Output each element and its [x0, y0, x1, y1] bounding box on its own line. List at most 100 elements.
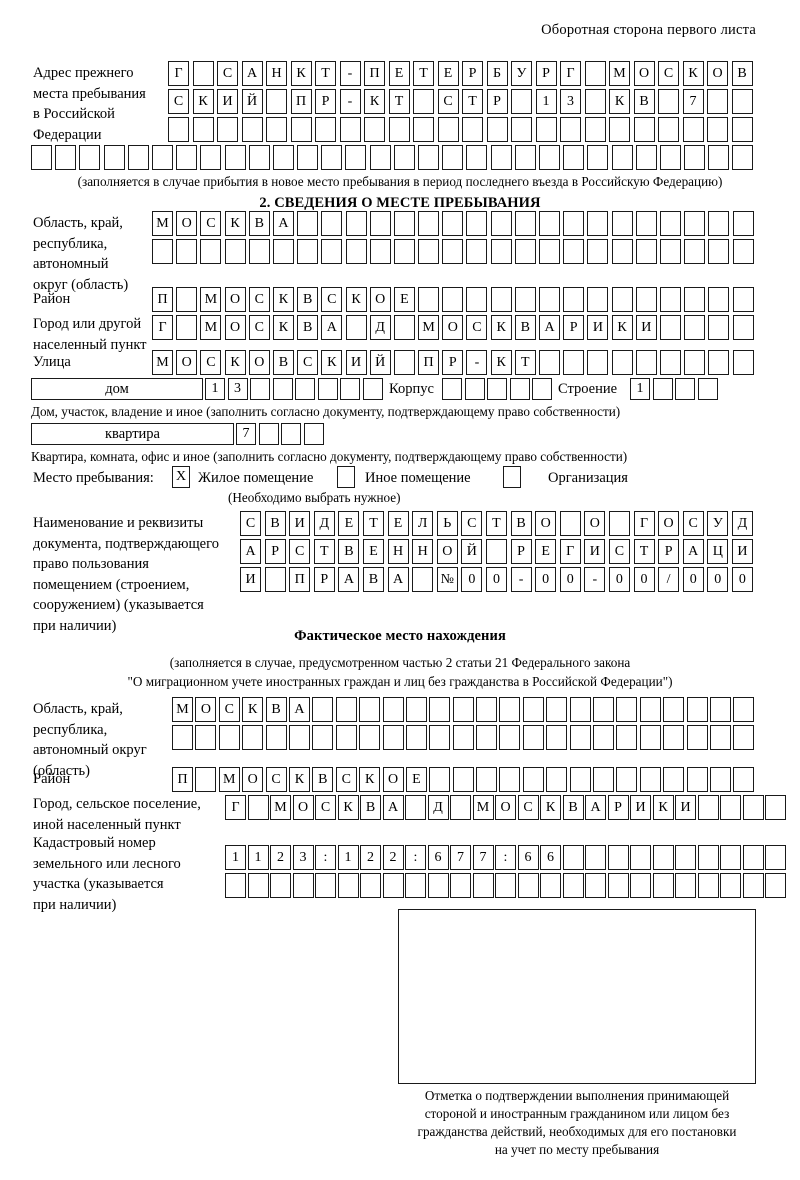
form-cell[interactable] — [412, 567, 434, 592]
form-cell[interactable] — [563, 350, 585, 375]
form-cell[interactable] — [611, 145, 633, 170]
form-cell[interactable] — [584, 117, 606, 142]
form-cell[interactable]: 0 — [608, 567, 630, 592]
form-cell[interactable]: О — [369, 287, 391, 312]
form-cell[interactable] — [172, 725, 193, 750]
form-cell[interactable] — [200, 239, 222, 264]
form-cell[interactable] — [429, 767, 451, 792]
form-cell[interactable]: Е — [387, 511, 409, 536]
section2-region-row-2[interactable] — [152, 239, 754, 264]
form-cell[interactable] — [546, 697, 568, 722]
form-cell[interactable] — [707, 89, 728, 114]
form-cell[interactable] — [686, 697, 708, 722]
form-cell[interactable]: 7 — [472, 845, 494, 870]
form-cell[interactable] — [418, 211, 440, 236]
form-cell[interactable] — [607, 873, 629, 898]
form-cell[interactable]: 3 — [292, 845, 314, 870]
form-cell[interactable] — [345, 315, 367, 340]
form-cell[interactable] — [731, 89, 753, 114]
form-cell[interactable] — [522, 725, 544, 750]
form-cell[interactable] — [584, 89, 606, 114]
form-cell[interactable]: П — [289, 567, 311, 592]
form-cell[interactable]: К — [490, 350, 512, 375]
form-cell[interactable] — [593, 767, 615, 792]
form-cell[interactable]: Б — [486, 61, 508, 86]
form-cell[interactable]: А — [585, 795, 606, 820]
form-cell[interactable] — [127, 145, 149, 170]
form-cell[interactable]: К — [609, 89, 630, 114]
form-cell[interactable]: Й — [369, 350, 391, 375]
form-cell[interactable]: : — [315, 845, 336, 870]
form-cell[interactable] — [733, 725, 755, 750]
form-cell[interactable]: С — [321, 287, 343, 312]
form-cell[interactable]: С — [168, 89, 189, 114]
form-cell[interactable] — [765, 845, 786, 870]
form-cell[interactable] — [315, 117, 336, 142]
form-cell[interactable] — [176, 287, 198, 312]
form-cell[interactable] — [732, 211, 754, 236]
form-cell[interactable]: К — [321, 350, 343, 375]
form-cell[interactable]: И — [289, 511, 311, 536]
form-cell[interactable]: С — [297, 350, 319, 375]
form-cell[interactable] — [607, 845, 629, 870]
form-cell[interactable] — [630, 845, 651, 870]
form-cell[interactable]: К — [224, 211, 246, 236]
form-cell[interactable]: В — [731, 61, 753, 86]
form-cell[interactable]: У — [707, 511, 729, 536]
form-cell[interactable]: П — [418, 350, 440, 375]
form-cell[interactable]: Е — [388, 61, 410, 86]
form-cell[interactable] — [742, 795, 764, 820]
form-cell[interactable] — [360, 873, 381, 898]
form-cell[interactable]: 0 — [485, 567, 507, 592]
form-cell[interactable]: С — [437, 89, 459, 114]
form-cell[interactable]: 6 — [517, 845, 539, 870]
form-cell[interactable] — [476, 767, 498, 792]
flat-cells[interactable]: 7 — [236, 423, 324, 445]
stay-option-other-checkbox[interactable] — [337, 466, 355, 488]
form-cell[interactable] — [450, 873, 471, 898]
form-cell[interactable] — [466, 239, 488, 264]
form-cell[interactable] — [659, 287, 681, 312]
form-cell[interactable] — [616, 725, 638, 750]
form-cell[interactable] — [562, 873, 584, 898]
form-cell[interactable]: С — [608, 539, 630, 564]
form-cell[interactable]: Д — [369, 315, 391, 340]
form-cell[interactable] — [652, 378, 673, 400]
form-cell[interactable]: С — [658, 61, 679, 86]
form-cell[interactable] — [405, 873, 426, 898]
form-cell[interactable] — [593, 697, 615, 722]
form-cell[interactable] — [686, 767, 708, 792]
form-cell[interactable]: С — [248, 315, 270, 340]
form-cell[interactable]: Ь — [436, 511, 458, 536]
form-cell[interactable]: Т — [315, 61, 336, 86]
form-cell[interactable] — [499, 725, 521, 750]
form-cell[interactable] — [635, 350, 657, 375]
form-cell[interactable] — [609, 117, 630, 142]
form-cell[interactable]: А — [682, 539, 704, 564]
form-cell[interactable]: И — [675, 795, 696, 820]
form-cell[interactable] — [587, 145, 609, 170]
form-cell[interactable] — [611, 239, 633, 264]
form-cell[interactable] — [587, 350, 609, 375]
form-cell[interactable]: А — [288, 697, 310, 722]
form-cell[interactable]: С — [218, 697, 240, 722]
form-cell[interactable]: А — [387, 567, 409, 592]
form-cell[interactable]: К — [272, 287, 294, 312]
form-cell[interactable] — [490, 239, 512, 264]
form-cell[interactable]: И — [630, 795, 651, 820]
form-cell[interactable] — [585, 845, 606, 870]
form-cell[interactable]: 6 — [427, 845, 449, 870]
form-cell[interactable] — [709, 767, 731, 792]
form-cell[interactable] — [345, 145, 367, 170]
form-cell[interactable] — [413, 89, 434, 114]
form-cell[interactable] — [663, 725, 685, 750]
form-cell[interactable]: 0 — [633, 567, 655, 592]
form-cell[interactable] — [532, 378, 552, 400]
form-cell[interactable]: М — [270, 795, 291, 820]
form-cell[interactable]: О — [224, 287, 246, 312]
